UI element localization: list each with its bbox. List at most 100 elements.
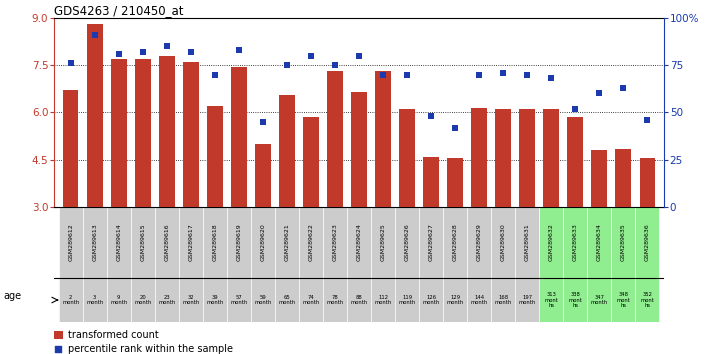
Bar <box>491 278 516 322</box>
Point <box>498 70 509 75</box>
Point <box>569 106 581 112</box>
Bar <box>399 109 415 207</box>
Point <box>113 51 124 57</box>
Bar <box>516 207 539 278</box>
Bar <box>635 207 659 278</box>
Bar <box>323 278 347 322</box>
Text: 74
month: 74 month <box>302 295 320 305</box>
Text: GSM289616: GSM289616 <box>164 224 169 261</box>
Point <box>449 125 461 130</box>
Text: 32
month: 32 month <box>182 295 200 305</box>
Bar <box>202 278 227 322</box>
Bar <box>419 278 443 322</box>
Bar <box>155 207 179 278</box>
Text: 65
month: 65 month <box>279 295 296 305</box>
Text: GSM289636: GSM289636 <box>645 224 650 261</box>
Bar <box>83 278 107 322</box>
Bar <box>539 207 563 278</box>
Bar <box>443 207 467 278</box>
Bar <box>567 117 583 207</box>
Bar <box>251 207 275 278</box>
Text: GSM289630: GSM289630 <box>500 224 505 261</box>
Point <box>377 72 388 78</box>
Text: 168
month: 168 month <box>495 295 512 305</box>
Text: GSM289632: GSM289632 <box>549 224 554 261</box>
Bar <box>227 207 251 278</box>
Bar <box>59 278 83 322</box>
Text: 313
mont
hs: 313 mont hs <box>544 292 558 308</box>
Text: GSM289623: GSM289623 <box>332 224 337 261</box>
Text: GSM289613: GSM289613 <box>92 224 97 261</box>
Text: 88
month: 88 month <box>350 295 368 305</box>
Point <box>617 85 629 91</box>
Text: GSM289634: GSM289634 <box>597 224 602 261</box>
Point <box>137 49 149 55</box>
Text: 39
month: 39 month <box>206 295 223 305</box>
Point <box>546 75 557 81</box>
Bar <box>303 117 319 207</box>
Point <box>65 60 76 66</box>
Bar <box>544 109 559 207</box>
Text: GSM289629: GSM289629 <box>477 224 482 261</box>
Point <box>281 62 293 68</box>
Text: GSM289626: GSM289626 <box>404 224 409 261</box>
Bar <box>131 207 155 278</box>
Text: GSM289621: GSM289621 <box>284 224 289 261</box>
Point <box>330 62 341 68</box>
Bar <box>202 207 227 278</box>
Bar <box>615 149 631 207</box>
Bar <box>587 278 611 322</box>
Text: 20
month: 20 month <box>134 295 151 305</box>
Bar <box>419 207 443 278</box>
Bar <box>371 207 395 278</box>
Bar <box>111 59 126 207</box>
Bar <box>159 56 174 207</box>
Point <box>353 53 365 58</box>
Point <box>209 72 220 78</box>
Text: GSM289615: GSM289615 <box>140 224 145 261</box>
Text: 9
month: 9 month <box>110 295 127 305</box>
Bar <box>347 278 371 322</box>
Bar <box>443 278 467 322</box>
Bar <box>563 207 587 278</box>
Text: GSM289624: GSM289624 <box>357 224 361 261</box>
Bar <box>395 207 419 278</box>
Bar <box>63 90 78 207</box>
Point <box>473 72 485 78</box>
Bar <box>635 278 659 322</box>
Bar <box>351 92 367 207</box>
Text: GSM289628: GSM289628 <box>452 224 457 261</box>
Bar <box>135 59 151 207</box>
Text: GSM289633: GSM289633 <box>573 224 578 261</box>
Point <box>401 72 413 78</box>
Text: GSM289619: GSM289619 <box>236 224 241 261</box>
Bar <box>107 278 131 322</box>
Bar <box>179 278 202 322</box>
Text: GSM289622: GSM289622 <box>309 224 314 261</box>
Text: GSM289627: GSM289627 <box>429 224 434 261</box>
Bar <box>539 278 563 322</box>
Bar <box>107 207 131 278</box>
Text: 3
month: 3 month <box>86 295 103 305</box>
Point <box>521 72 533 78</box>
Bar <box>255 144 271 207</box>
Bar <box>207 106 223 207</box>
Text: 338
mont
hs: 338 mont hs <box>569 292 582 308</box>
Bar <box>491 207 516 278</box>
Point <box>89 32 101 38</box>
Bar <box>376 72 391 207</box>
Text: 2
month: 2 month <box>62 295 79 305</box>
Bar <box>640 158 655 207</box>
Bar <box>251 278 275 322</box>
Text: 352
mont
hs: 352 mont hs <box>640 292 654 308</box>
Bar <box>299 278 323 322</box>
Text: 197
month: 197 month <box>518 295 536 305</box>
Bar <box>516 278 539 322</box>
Text: GSM289625: GSM289625 <box>381 224 386 261</box>
Point <box>52 346 64 352</box>
Bar <box>179 207 202 278</box>
Bar <box>275 207 299 278</box>
Bar <box>279 95 294 207</box>
Text: 78
month: 78 month <box>327 295 344 305</box>
Text: 126
month: 126 month <box>422 295 439 305</box>
